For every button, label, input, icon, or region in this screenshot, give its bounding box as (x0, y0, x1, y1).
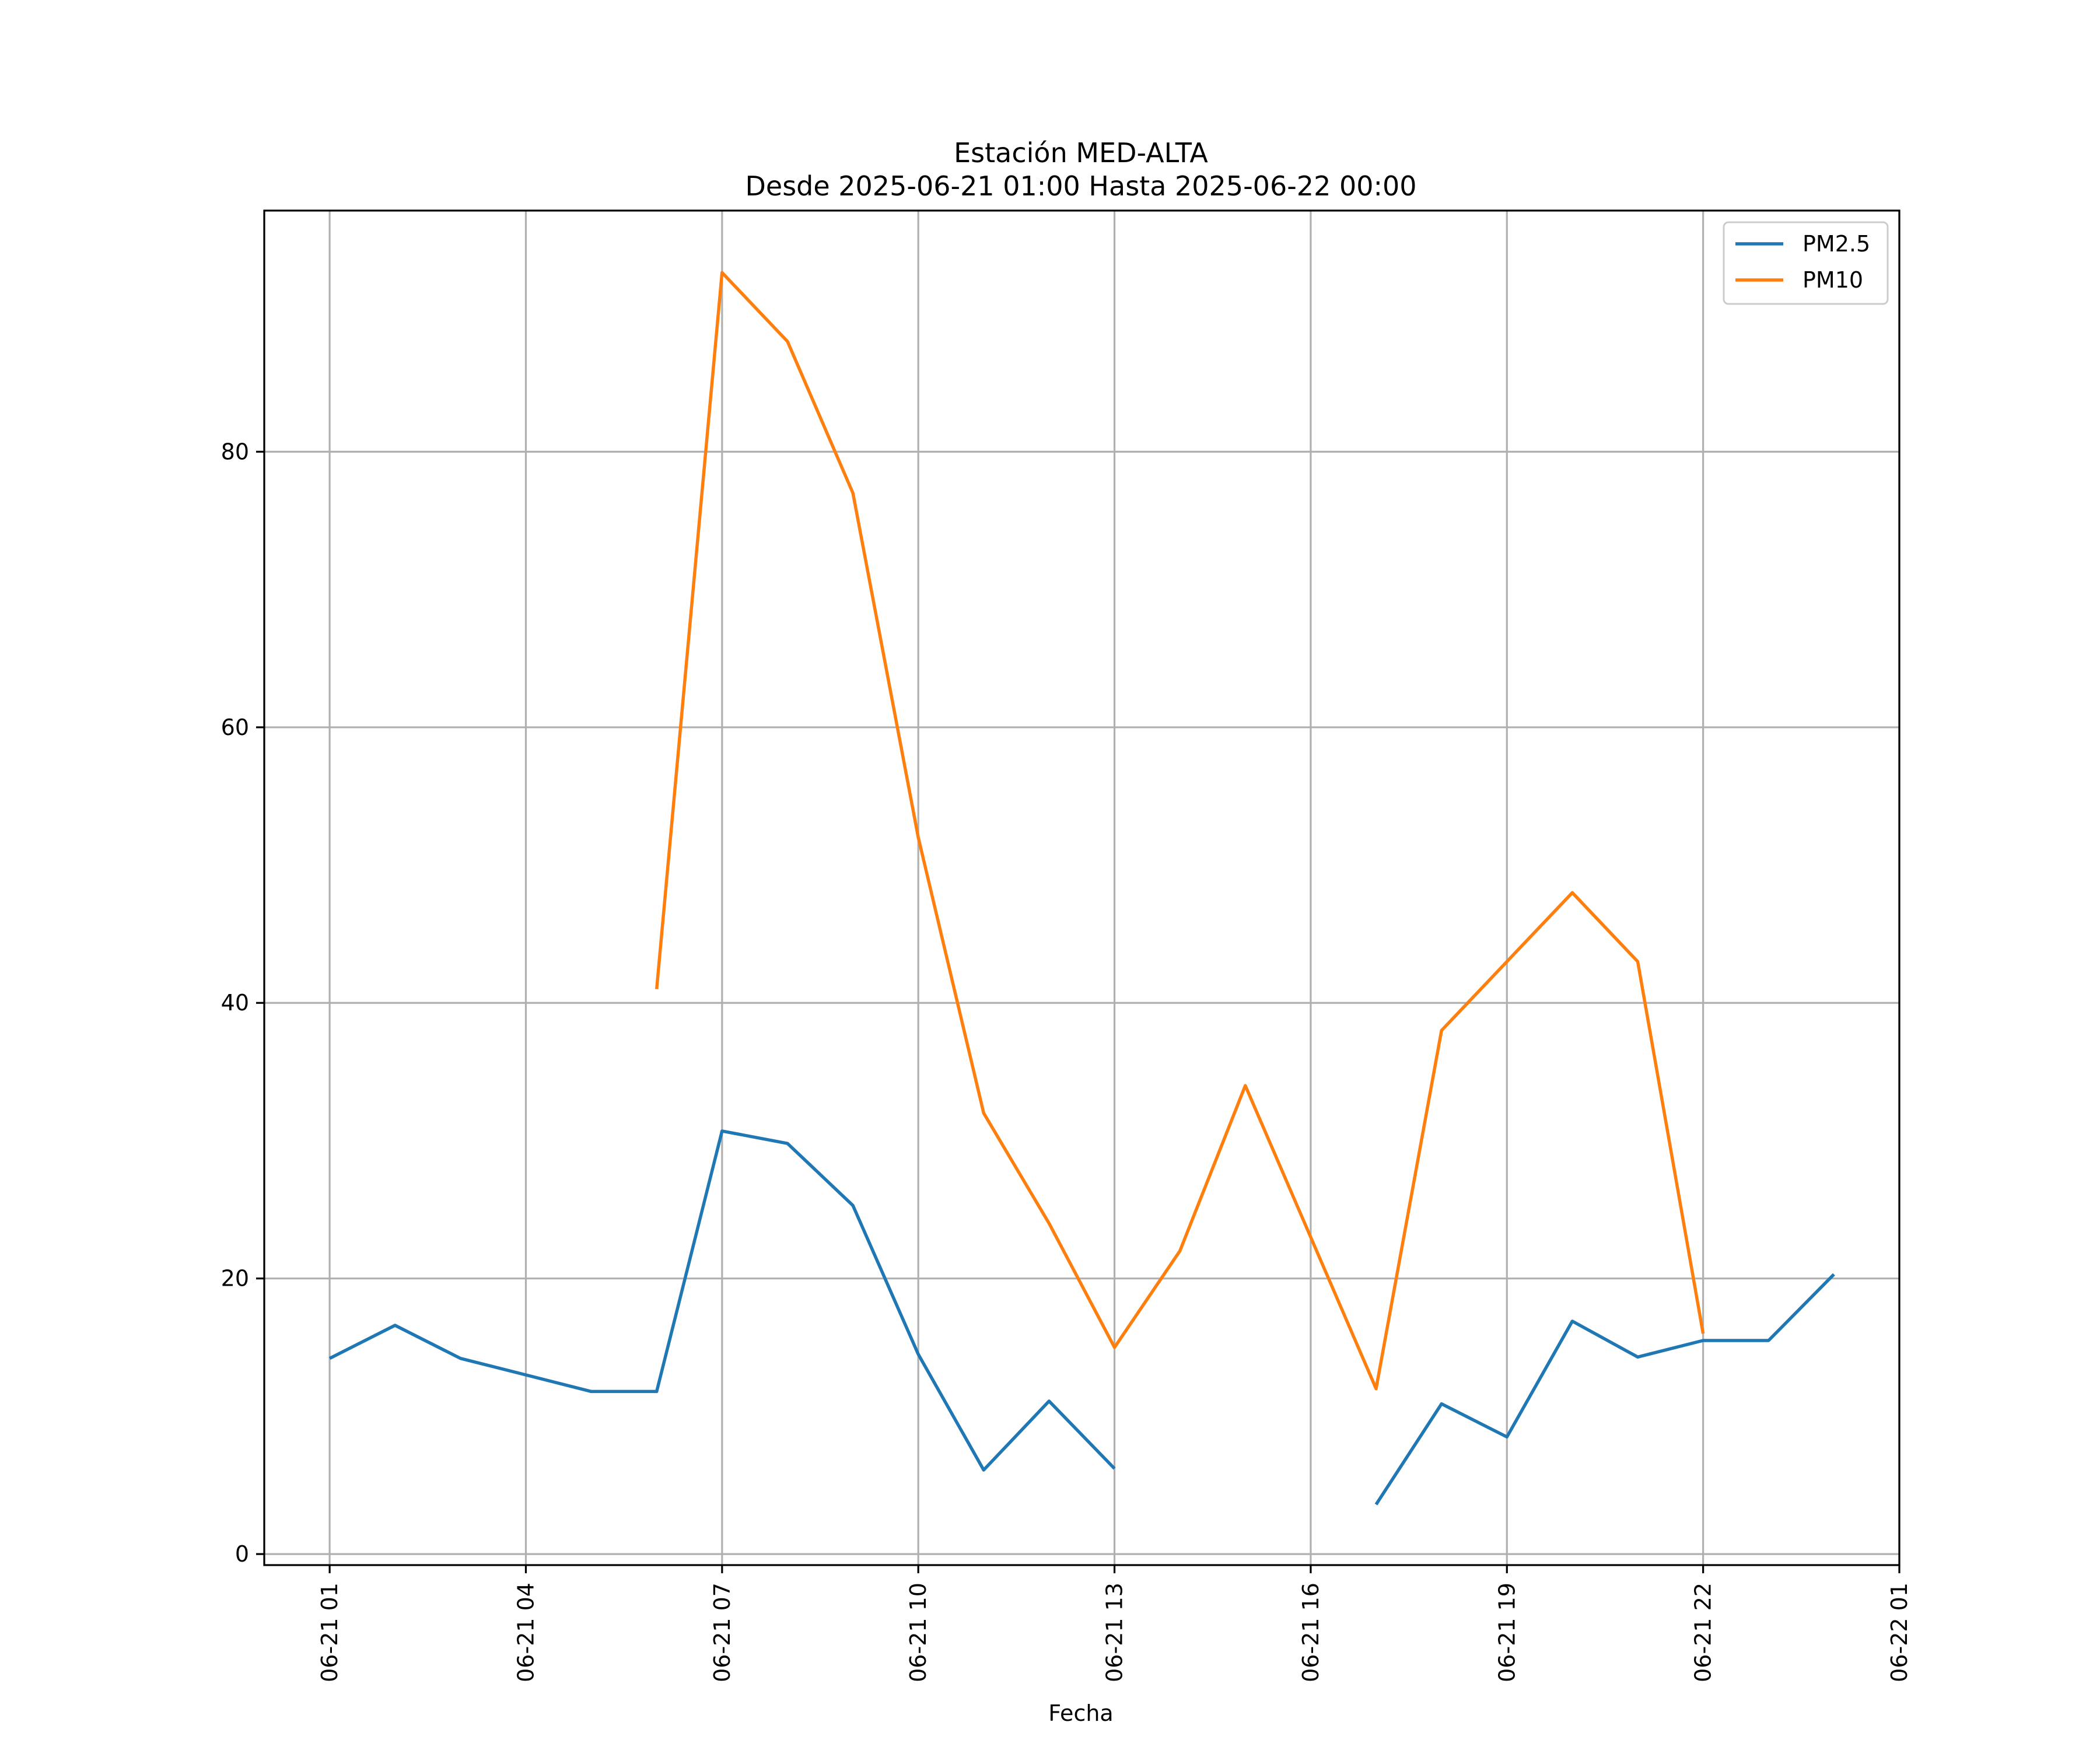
chart-subtitle: Desde 2025-06-21 01:00 Hasta 2025-06-22 … (745, 170, 1416, 202)
y-tick-label: 40 (221, 990, 249, 1016)
x-tick-label: 06-21 10 (905, 1583, 931, 1682)
plot-area-frame (263, 209, 1901, 1566)
legend-label-pm10: PM10 (1803, 267, 1863, 293)
x-axis-label: Fecha (1048, 1700, 1113, 1726)
x-tick-label: 06-21 22 (1690, 1583, 1716, 1682)
series-pm25 (328, 1129, 1835, 1506)
series-lines (328, 271, 1835, 1506)
y-tick-label: 0 (235, 1541, 249, 1567)
x-tick-label: 06-21 19 (1494, 1583, 1520, 1682)
series-line-pm25 (328, 1129, 1116, 1472)
x-tick-label: 06-22 01 (1887, 1583, 1912, 1682)
series-line-pm10 (654, 271, 1705, 1391)
y-tick-label: 80 (221, 439, 249, 464)
y-tick-label: 20 (221, 1266, 249, 1292)
y-tick-label: 60 (221, 715, 249, 740)
x-tick-label: 06-21 13 (1102, 1583, 1128, 1682)
x-tick-label: 06-21 07 (709, 1583, 735, 1682)
x-tick-label: 06-21 16 (1298, 1583, 1324, 1682)
legend-label-pm25: PM2.5 (1803, 231, 1870, 257)
x-tick-label: 06-21 04 (513, 1583, 538, 1682)
legend: PM2.5 PM10 (1723, 221, 1889, 305)
x-tick-label: 06-21 01 (317, 1583, 342, 1682)
x-axis-ticks: 06-21 01 06-21 04 06-21 07 06-21 10 06-21 13… (317, 1565, 1912, 1682)
series-pm10 (654, 271, 1705, 1391)
series-line-pm25 (1374, 1273, 1835, 1506)
y-axis-ticks: 0 20 40 60 80 (221, 439, 264, 1567)
chart-title: Estación MED-ALTA (954, 137, 1208, 169)
